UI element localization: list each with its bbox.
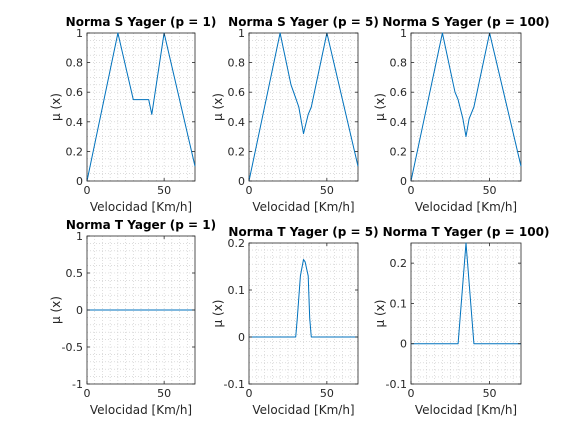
y-tick-label: 0.1 <box>228 284 246 297</box>
chart-title: Norma S Yager (p = 1) <box>66 15 217 29</box>
axes-frame <box>248 32 359 182</box>
chart-title: Norma S Yager (p = 100) <box>382 15 549 29</box>
chart-title: Norma T Yager (p = 5) <box>228 225 378 239</box>
y-tick-label: 0.6 <box>66 86 84 99</box>
x-tick-label: 50 <box>157 184 171 197</box>
x-tick-label: 0 <box>84 184 91 197</box>
y-tick-label: 0.6 <box>228 86 246 99</box>
y-axis-label: μ (x) <box>211 93 225 121</box>
axes-frame <box>86 32 196 182</box>
x-tick-label: 50 <box>320 184 334 197</box>
y-tick-label: 0.2 <box>228 237 246 250</box>
y-tick-label: 0.1 <box>390 297 408 310</box>
y-axis-label: μ (x) <box>49 93 63 121</box>
chart-title: Norma T Yager (p = 1) <box>66 218 216 232</box>
grid <box>87 33 195 181</box>
y-tick-label: 0.2 <box>390 257 408 270</box>
data-line-1 <box>249 259 358 338</box>
y-tick-label: 0 <box>238 175 245 188</box>
y-tick-label: 1 <box>76 27 83 40</box>
x-tick-label: 50 <box>483 387 497 400</box>
x-axis-label: Velocidad [Km/h] <box>252 200 354 214</box>
x-tick-label: 0 <box>408 184 415 197</box>
data-line-1 <box>410 32 522 182</box>
x-axis-label: Velocidad [Km/h] <box>415 403 517 417</box>
y-tick-label: 0.2 <box>66 145 84 158</box>
y-axis-label: μ (x) <box>211 300 225 328</box>
y-tick-label: 0.4 <box>390 116 408 129</box>
x-tick-label: 0 <box>246 387 253 400</box>
y-tick-label: 0 <box>76 304 83 317</box>
x-axis-label: Velocidad [Km/h] <box>90 403 192 417</box>
x-tick-label: 0 <box>246 184 253 197</box>
grid <box>87 236 195 384</box>
y-tick-label: 0.5 <box>66 267 84 280</box>
y-tick-label: 0.8 <box>390 57 408 70</box>
y-tick-label: 0.2 <box>390 145 408 158</box>
y-tick-label: 0 <box>76 175 83 188</box>
chart-title: Norma T Yager (p = 100) <box>383 225 550 239</box>
data-line-1 <box>411 242 521 345</box>
x-tick-label: 50 <box>483 184 497 197</box>
y-tick-label: 0.4 <box>228 116 246 129</box>
y-tick-label: -0.5 <box>62 341 83 354</box>
axes-frame <box>248 242 359 385</box>
y-axis-label: μ (x) <box>373 300 387 328</box>
chart-title: Norma S Yager (p = 5) <box>228 15 379 29</box>
y-tick-label: 0 <box>400 338 407 351</box>
y-tick-label: -0.1 <box>224 378 245 391</box>
x-tick-label: 50 <box>320 387 334 400</box>
y-tick-label: 0.8 <box>66 57 84 70</box>
x-tick-label: 0 <box>84 387 91 400</box>
x-axis-label: Velocidad [Km/h] <box>252 403 354 417</box>
y-tick-label: -1 <box>72 378 83 391</box>
y-tick-label: 0 <box>400 175 407 188</box>
x-axis-label: Velocidad [Km/h] <box>90 200 192 214</box>
y-tick-label: 1 <box>76 230 83 243</box>
x-tick-label: 50 <box>157 387 171 400</box>
y-tick-label: 0.8 <box>228 57 246 70</box>
grid <box>249 33 358 181</box>
y-axis-label: μ (x) <box>373 93 387 121</box>
y-tick-label: 0 <box>238 331 245 344</box>
x-tick-label: 0 <box>408 387 415 400</box>
data-line-1 <box>248 32 359 182</box>
y-tick-label: -0.1 <box>386 378 407 391</box>
y-tick-label: 0.6 <box>390 86 408 99</box>
y-tick-label: 0.2 <box>228 145 246 158</box>
y-axis-label: μ (x) <box>49 296 63 324</box>
x-axis-label: Velocidad [Km/h] <box>415 200 517 214</box>
grid <box>411 243 521 384</box>
y-tick-label: 1 <box>400 27 407 40</box>
y-tick-label: 1 <box>238 27 245 40</box>
y-tick-label: 0.4 <box>66 116 84 129</box>
grid <box>249 243 358 384</box>
axes-frame <box>410 32 522 182</box>
